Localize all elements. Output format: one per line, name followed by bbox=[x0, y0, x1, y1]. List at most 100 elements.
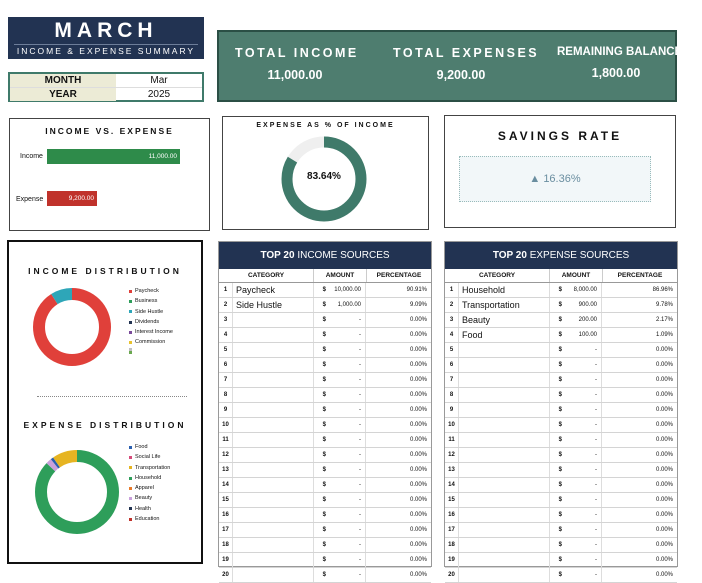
category-cell[interactable] bbox=[459, 568, 550, 582]
category-cell[interactable] bbox=[233, 493, 314, 507]
category-cell[interactable]: Household bbox=[459, 283, 550, 297]
table-row[interactable]: 6 $ - 0.00% bbox=[219, 358, 431, 373]
category-cell[interactable] bbox=[459, 433, 550, 447]
category-cell[interactable] bbox=[233, 328, 314, 342]
amount-cell[interactable]: - bbox=[564, 358, 602, 372]
category-cell[interactable]: Beauty bbox=[459, 313, 550, 327]
table-row[interactable]: 2 Side Hustle $1,000.00 9.09% bbox=[219, 298, 431, 313]
table-row[interactable]: 16 $ - 0.00% bbox=[219, 508, 431, 523]
category-cell[interactable] bbox=[233, 463, 314, 477]
table-row[interactable]: 5 $ - 0.00% bbox=[219, 343, 431, 358]
category-cell[interactable] bbox=[459, 553, 550, 567]
table-row[interactable]: 9 $ - 0.00% bbox=[445, 403, 677, 418]
amount-cell[interactable]: - bbox=[328, 373, 366, 387]
table-row[interactable]: 8 $ - 0.00% bbox=[219, 388, 431, 403]
amount-cell[interactable]: - bbox=[564, 463, 602, 477]
category-cell[interactable] bbox=[233, 343, 314, 357]
month-value-cell[interactable]: Mar bbox=[150, 75, 168, 86]
category-cell[interactable] bbox=[233, 313, 314, 327]
amount-cell[interactable]: - bbox=[564, 373, 602, 387]
table-row[interactable]: 11 $ - 0.00% bbox=[445, 433, 677, 448]
category-cell[interactable] bbox=[233, 403, 314, 417]
category-cell[interactable] bbox=[459, 388, 550, 402]
category-cell[interactable]: Food bbox=[459, 328, 550, 342]
table-row[interactable]: 2 Transportation $900.00 9.78% bbox=[445, 298, 677, 313]
table-row[interactable]: 4 Food $100.00 1.09% bbox=[445, 328, 677, 343]
category-cell[interactable] bbox=[233, 373, 314, 387]
amount-cell[interactable]: - bbox=[328, 463, 366, 477]
table-row[interactable]: 15 $ - 0.00% bbox=[219, 493, 431, 508]
amount-cell[interactable]: - bbox=[564, 418, 602, 432]
table-row[interactable]: 13 $ - 0.00% bbox=[219, 463, 431, 478]
amount-cell[interactable]: - bbox=[328, 478, 366, 492]
category-cell[interactable] bbox=[459, 523, 550, 537]
table-row[interactable]: 17 $ - 0.00% bbox=[445, 523, 677, 538]
table-row[interactable]: 20 $ - 0.00% bbox=[219, 568, 431, 583]
table-row[interactable]: 17 $ - 0.00% bbox=[219, 523, 431, 538]
category-cell[interactable] bbox=[459, 358, 550, 372]
table-row[interactable]: 19 $ - 0.00% bbox=[219, 553, 431, 568]
category-cell[interactable] bbox=[459, 403, 550, 417]
amount-cell[interactable]: 100.00 bbox=[564, 328, 602, 342]
table-row[interactable]: 16 $ - 0.00% bbox=[445, 508, 677, 523]
table-row[interactable]: 12 $ - 0.00% bbox=[445, 448, 677, 463]
category-cell[interactable] bbox=[233, 523, 314, 537]
amount-cell[interactable]: - bbox=[328, 343, 366, 357]
amount-cell[interactable]: - bbox=[564, 433, 602, 447]
table-row[interactable]: 13 $ - 0.00% bbox=[445, 463, 677, 478]
table-row[interactable]: 7 $ - 0.00% bbox=[445, 373, 677, 388]
amount-cell[interactable]: - bbox=[564, 523, 602, 537]
table-row[interactable]: 10 $ - 0.00% bbox=[219, 418, 431, 433]
amount-cell[interactable]: - bbox=[564, 553, 602, 567]
table-row[interactable]: 3 Beauty $200.00 2.17% bbox=[445, 313, 677, 328]
amount-cell[interactable]: - bbox=[328, 313, 366, 327]
category-cell[interactable] bbox=[233, 478, 314, 492]
table-row[interactable]: 7 $ - 0.00% bbox=[219, 373, 431, 388]
table-row[interactable]: 1 Household $8,000.00 86.96% bbox=[445, 283, 677, 298]
category-cell[interactable] bbox=[233, 448, 314, 462]
category-cell[interactable] bbox=[233, 568, 314, 582]
amount-cell[interactable]: - bbox=[328, 568, 366, 582]
category-cell[interactable] bbox=[459, 373, 550, 387]
category-cell[interactable]: Side Hustle bbox=[233, 298, 314, 312]
amount-cell[interactable]: - bbox=[564, 478, 602, 492]
table-row[interactable]: 9 $ - 0.00% bbox=[219, 403, 431, 418]
amount-cell[interactable]: - bbox=[564, 448, 602, 462]
category-cell[interactable]: Paycheck bbox=[233, 283, 314, 297]
amount-cell[interactable]: - bbox=[328, 508, 366, 522]
category-cell[interactable] bbox=[233, 388, 314, 402]
amount-cell[interactable]: - bbox=[564, 403, 602, 417]
table-row[interactable]: 18 $ - 0.00% bbox=[445, 538, 677, 553]
table-row[interactable]: 3 $ - 0.00% bbox=[219, 313, 431, 328]
category-cell[interactable] bbox=[233, 418, 314, 432]
category-cell[interactable] bbox=[459, 538, 550, 552]
category-cell[interactable] bbox=[459, 478, 550, 492]
amount-cell[interactable]: - bbox=[328, 433, 366, 447]
amount-cell[interactable]: - bbox=[328, 358, 366, 372]
amount-cell[interactable]: - bbox=[564, 508, 602, 522]
amount-cell[interactable]: - bbox=[328, 418, 366, 432]
category-cell[interactable] bbox=[233, 508, 314, 522]
category-cell[interactable] bbox=[233, 358, 314, 372]
amount-cell[interactable]: - bbox=[328, 388, 366, 402]
amount-cell[interactable]: - bbox=[328, 493, 366, 507]
amount-cell[interactable]: 10,000.00 bbox=[328, 283, 366, 297]
table-row[interactable]: 6 $ - 0.00% bbox=[445, 358, 677, 373]
amount-cell[interactable]: - bbox=[564, 568, 602, 582]
category-cell[interactable]: Transportation bbox=[459, 298, 550, 312]
amount-cell[interactable]: - bbox=[328, 523, 366, 537]
amount-cell[interactable]: - bbox=[564, 538, 602, 552]
amount-cell[interactable]: - bbox=[564, 493, 602, 507]
table-row[interactable]: 18 $ - 0.00% bbox=[219, 538, 431, 553]
category-cell[interactable] bbox=[233, 538, 314, 552]
table-row[interactable]: 15 $ - 0.00% bbox=[445, 493, 677, 508]
table-row[interactable]: 14 $ - 0.00% bbox=[445, 478, 677, 493]
table-row[interactable]: 8 $ - 0.00% bbox=[445, 388, 677, 403]
category-cell[interactable] bbox=[459, 343, 550, 357]
category-cell[interactable] bbox=[459, 463, 550, 477]
table-row[interactable]: 12 $ - 0.00% bbox=[219, 448, 431, 463]
category-cell[interactable] bbox=[233, 553, 314, 567]
category-cell[interactable] bbox=[233, 433, 314, 447]
amount-cell[interactable]: 200.00 bbox=[564, 313, 602, 327]
amount-cell[interactable]: - bbox=[328, 538, 366, 552]
